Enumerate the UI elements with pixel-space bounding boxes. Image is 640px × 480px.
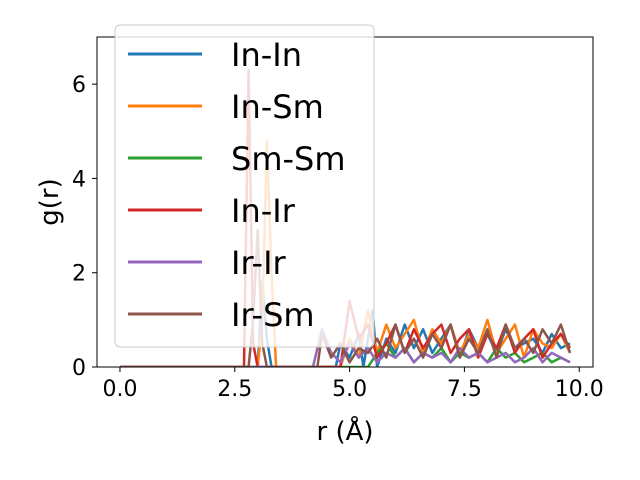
legend-label: Ir-Ir (231, 244, 287, 282)
x-tick-label: 2.5 (217, 377, 252, 402)
legend-item: In-Sm (128, 88, 324, 126)
y-tick-label: 2 (72, 262, 86, 287)
y-tick-label: 0 (72, 356, 86, 381)
legend-item: In-In (128, 36, 302, 74)
legend-item: Sm-Sm (128, 140, 346, 178)
legend: In-In In-Sm Sm-Sm In-Ir Ir-Ir Ir-Sm (114, 24, 375, 348)
y-axis-label: g(r) (35, 178, 65, 225)
series-line-ir-sm (120, 229, 572, 367)
legend-label: In-In (231, 36, 302, 74)
y-tick-label: 4 (72, 167, 86, 192)
x-tick-label: 10.0 (555, 377, 604, 402)
x-axis-label: r (Å) (316, 415, 373, 447)
legend-item: In-Ir (128, 192, 296, 230)
legend-label: In-Ir (231, 192, 296, 230)
legend-item: Ir-Sm (128, 296, 315, 334)
legend-item: Ir-Ir (128, 244, 287, 282)
legend-label: Ir-Sm (231, 296, 315, 334)
legend-label: Sm-Sm (231, 140, 346, 178)
x-tick-label: 0.0 (102, 377, 137, 402)
y-tick-label: 6 (72, 73, 86, 98)
series-line-sm-sm (120, 342, 571, 367)
legend-label: In-Sm (231, 88, 324, 126)
x-tick-label: 5.0 (332, 377, 367, 402)
x-tick-label: 7.5 (447, 377, 482, 402)
